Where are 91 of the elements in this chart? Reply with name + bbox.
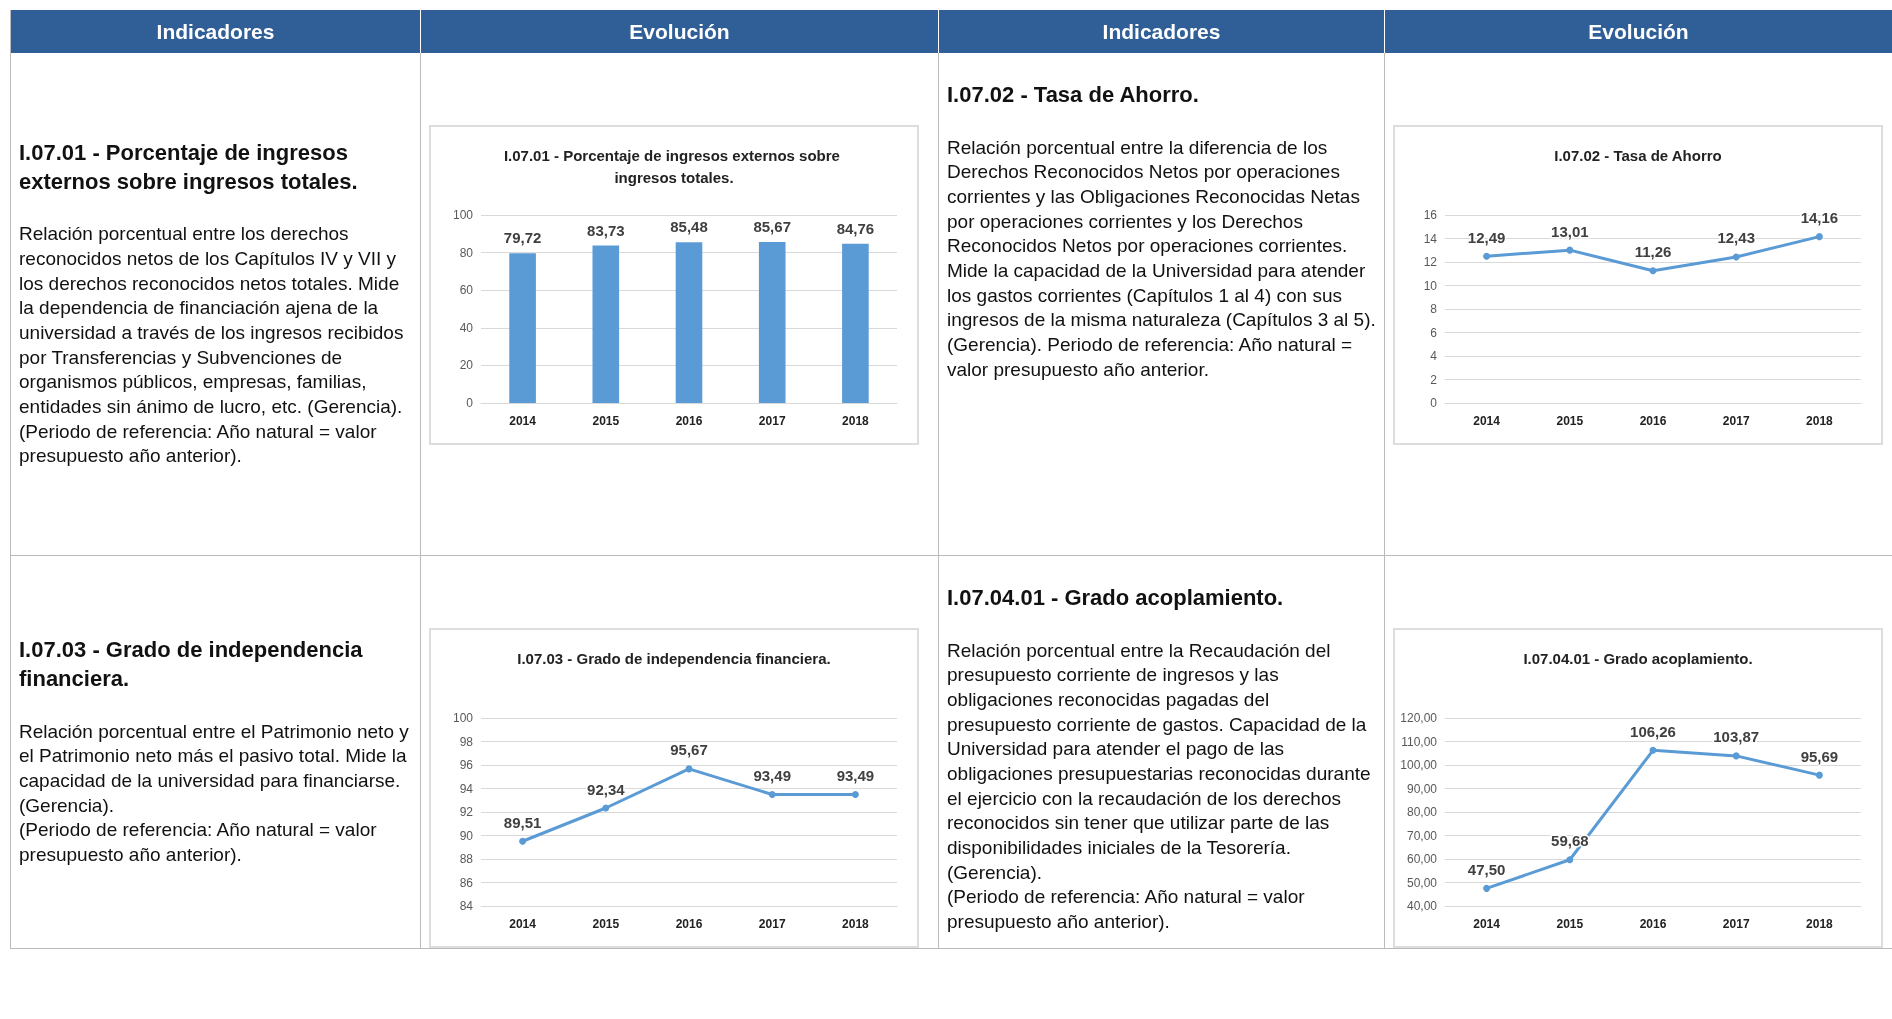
text: Indicadores (11, 10, 421, 53)
data-label: 106,26 (1630, 722, 1676, 740)
y-tick-label: 20 (459, 358, 474, 373)
y-tick-label: 0 (1430, 396, 1438, 410)
x-tick-label: 2014 (1473, 414, 1501, 428)
y-tick-label: 90 (459, 828, 474, 843)
data-label: 95,69 (1800, 747, 1839, 765)
data-label: 12,43 (1717, 229, 1755, 247)
x-tick-label: 2016 (675, 917, 703, 931)
y-tick-label: 60 (459, 283, 474, 298)
x-tick-label: 2017 (1722, 917, 1750, 931)
text: (Periodo de referencia: Año natural = valor presupuesto año anterior). (19, 818, 378, 867)
data-label: 84,76 (836, 219, 875, 237)
y-tick-label: 8 (1430, 302, 1438, 316)
text: Indicadores (939, 10, 1385, 53)
y-tick-label: 16 (1423, 208, 1438, 222)
data-label: 83,73 (587, 221, 625, 239)
data-label: 103,87 (1713, 728, 1760, 746)
text: Relación porcentual entre los derechos reconocidos netos de los Capítulos IV y VII y los derechos reconocidos netos totales. Mide la dependencia de financiación ajena de la universidad a través de los ingresos recibidos por Transferencias y Subvenciones de organismos públicos, empresas, familias, entidades sin ánimo de lucro, etc. (Gerencia). (19, 222, 405, 419)
chart-title: I.07.01 - Porcentaje de ingresos externos sobre ingresos totales. (503, 146, 845, 186)
y-tick-label: 96 (459, 758, 474, 772)
x-tick-label: 2015 (592, 414, 620, 428)
x-tick-label: 2017 (758, 917, 786, 931)
data-label: 12,49 (1467, 228, 1506, 246)
y-tick-label: 40,00 (1406, 899, 1438, 913)
text: (Periodo de referencia: Año natural = valor presupuesto año anterior). (19, 419, 378, 469)
x-tick-label: 2017 (1722, 414, 1750, 428)
data-label: 14,16 (1800, 209, 1839, 227)
y-tick-label: 88 (459, 852, 474, 866)
data-label: 85,67 (753, 217, 791, 235)
data-label: 93,49 (836, 766, 875, 784)
y-tick-label: 84 (459, 899, 474, 913)
x-tick-label: 2015 (1556, 414, 1584, 428)
text: Relación porcentual entre el Patrimonio neto y el Patrimonio neto más el pasivo total. Mide la capacidad de la universidad para financiarse. (Gerencia). (19, 719, 410, 818)
text: (Periodo de referencia: Año natural = valor presupuesto año anterior). (947, 885, 1306, 935)
x-tick-label: 2018 (842, 917, 870, 931)
y-tick-label: 92 (459, 805, 474, 819)
y-tick-label: 80,00 (1406, 805, 1438, 819)
data-label: 95,67 (670, 741, 708, 759)
x-tick-label: 2015 (592, 917, 620, 931)
data-label: 92,34 (587, 780, 626, 798)
y-tick-label: 94 (459, 781, 474, 796)
y-tick-label: 60,00 (1406, 852, 1438, 866)
chart-title: I.07.03 - Grado de independencia financiera. (517, 649, 831, 667)
x-tick-label: 2014 (509, 917, 537, 931)
data-label: 85,48 (670, 218, 708, 236)
y-tick-label: 50,00 (1406, 875, 1438, 890)
y-tick-label: 12 (1423, 255, 1438, 269)
chart-title: I.07.02 - Tasa de Ahorro (1554, 146, 1722, 164)
x-tick-label: 2014 (1473, 917, 1501, 931)
data-label: 47,50 (1467, 860, 1506, 878)
y-tick-label: 70,00 (1406, 828, 1438, 843)
x-tick-label: 2017 (758, 414, 786, 428)
y-tick-label: 98 (459, 734, 474, 749)
y-tick-label: 100,00 (1400, 758, 1438, 772)
y-tick-label: 80 (459, 245, 474, 260)
data-label: 13,01 (1551, 222, 1589, 240)
y-tick-label: 10 (1423, 278, 1438, 293)
data-label: 93,49 (753, 766, 791, 784)
x-tick-label: 2014 (509, 414, 537, 428)
text: Relación porcentual entre la Recaudación del presupuesto corriente de ingresos y las obligaciones reconocidas pagadas del presupuesto corriente de gastos. Capacidad de la Universidad para atender el pago de las obligaciones presupuestarias reconocidas durante el ejercicio con la recaudación de los derechos reconocidos sin tener que utilizar parte de las disponibilidades iniciales de la Tesorería. (Gerencia). (947, 639, 1371, 883)
y-tick-label: 90,00 (1406, 781, 1438, 796)
y-tick-label: 2 (1430, 372, 1438, 387)
x-tick-label: 2018 (1806, 414, 1834, 428)
y-tick-label: 0 (466, 396, 474, 410)
x-tick-label: 2018 (1806, 917, 1834, 931)
text: I.07.04.01 - Grado acoplamiento. (947, 584, 1285, 612)
text: I.07.02 - Tasa de Ahorro. (947, 81, 1200, 109)
chart-title: I.07.04.01 - Grado acoplamiento. (1523, 649, 1753, 667)
y-tick-label: 4 (1430, 349, 1438, 363)
y-tick-label: 100 (452, 711, 474, 725)
text: I.07.01 - Porcentaje de ingresos externos sobre ingresos totales. (19, 138, 359, 196)
data-label: 79,72 (503, 229, 542, 247)
data-label: 89,51 (503, 813, 542, 831)
y-tick-label: 100 (452, 208, 474, 222)
text: I.07.03 - Grado de independencia financiera. (19, 636, 364, 693)
x-tick-label: 2018 (842, 414, 870, 428)
x-tick-label: 2015 (1556, 917, 1584, 931)
text: Evolución (1385, 10, 1892, 53)
y-tick-label: 14 (1423, 231, 1438, 246)
y-tick-label: 86 (459, 875, 474, 890)
y-tick-label: 6 (1430, 325, 1438, 340)
text: Relación porcentual entre la diferencia de los Derechos Reconocidos Netos por operaciones corrientes y las Obligaciones Reconocidas Netas por operaciones corrientes y los Derechos Reconocidos Netos por operaciones corrientes. Mide la capacidad de la Universidad para atender los gastos corrientes (Capítulos 1 al 4) con sus ingresos de la misma naturaleza (Capítulos 3 al 5). (Gerencia). Periodo de referencia: Año natural = valor presupuesto año anterior. (947, 136, 1376, 380)
data-label: 11,26 (1634, 243, 1672, 261)
x-tick-label: 2016 (675, 414, 703, 428)
text: Evolución (421, 10, 939, 53)
y-tick-label: 40 (459, 320, 474, 335)
x-tick-label: 2016 (1639, 414, 1667, 428)
y-tick-label: 110,00 (1401, 734, 1438, 749)
x-tick-label: 2016 (1639, 917, 1667, 931)
y-tick-label: 120,00 (1400, 711, 1438, 725)
